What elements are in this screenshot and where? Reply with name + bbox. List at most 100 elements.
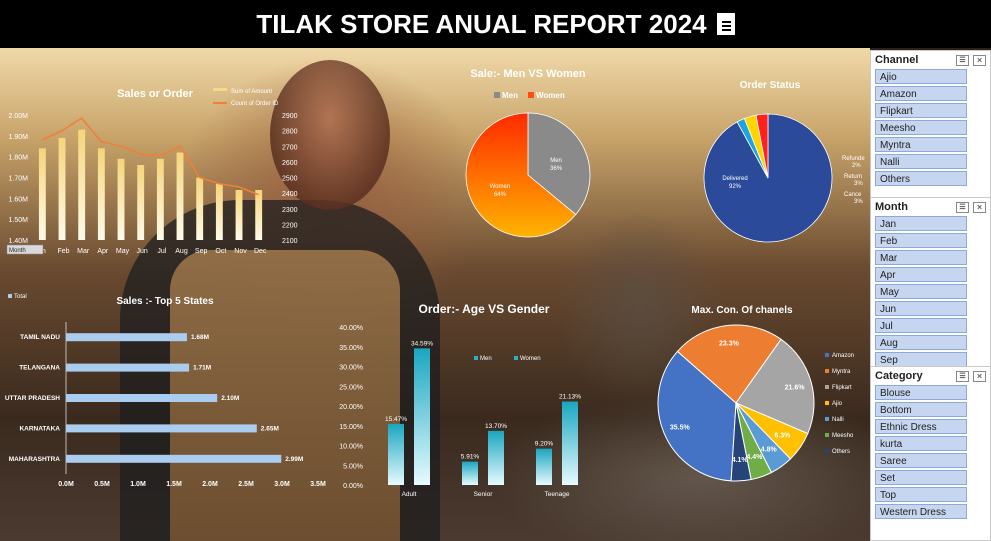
legend-label-men: Men (502, 91, 518, 100)
legend-label-channel: Amazon (832, 353, 854, 359)
y2-tick-label-orders: 2100 (282, 238, 298, 245)
legend-swatch-channel (825, 353, 829, 357)
clear-filter-icon[interactable]: ⨯ (973, 370, 986, 382)
category-slicer-title: Category (875, 370, 923, 382)
slicer-item-blouse[interactable]: Blouse (875, 385, 967, 400)
slicer-item-sep[interactable]: Sep (875, 352, 967, 367)
channel-slice-myntra (676, 324, 782, 404)
y-tick-label-percent: 35.00% (339, 345, 363, 352)
x-tick-label-month: Mar (77, 248, 90, 255)
channel-slicer-title: Channel (875, 54, 919, 66)
slicer-item-jul[interactable]: Jul (875, 318, 967, 333)
slicer-item-mar[interactable]: Mar (875, 250, 967, 265)
legend-swatch-channel (825, 449, 829, 453)
slicer-item-nalli[interactable]: Nalli (875, 154, 967, 169)
y-tick-label-percent: 30.00% (339, 365, 363, 372)
slicer-item-others[interactable]: Others (875, 171, 967, 186)
bar-sum-of-amount (215, 183, 223, 240)
clear-filter-icon[interactable]: ⨯ (973, 54, 986, 66)
data-label-value: 2% (852, 163, 861, 169)
y2-tick-label-orders: 2500 (282, 176, 298, 183)
slicer-item-ajio[interactable]: Ajio (875, 69, 967, 84)
slicer-item-kurta[interactable]: kurta (875, 436, 967, 451)
x-tick-label-month: May (116, 248, 130, 255)
slicer-item-flipkart[interactable]: Flipkart (875, 103, 967, 118)
bar-sum-of-amount (97, 148, 105, 240)
bar-state-sales (66, 454, 282, 463)
slicer-item-may[interactable]: May (875, 284, 967, 299)
slicer-item-set[interactable]: Set (875, 470, 967, 485)
y-tick-label-state: TELANGANA (19, 365, 60, 372)
x-tick-label-month: Aug (175, 248, 188, 255)
x-tick-label-month: Oct (215, 248, 226, 255)
multi-select-icon[interactable]: ☰ (956, 370, 969, 382)
y2-tick-label-orders: 2800 (282, 129, 298, 136)
x-tick-label-age: Adult (402, 491, 417, 498)
legend-swatch-women (528, 92, 534, 98)
y-tick-label-state: KARNATAKA (19, 425, 60, 432)
slicer-item-feb[interactable]: Feb (875, 233, 967, 248)
x-tick-label-sales: 1.0M (130, 481, 146, 488)
bar-state-sales (66, 363, 190, 372)
x-tick-label-month: Dec (254, 248, 267, 255)
data-label-channel-share: 23.3% (719, 341, 740, 348)
data-label-percent: 21.13% (559, 394, 581, 401)
y-tick-label-percent: 40.00% (339, 325, 363, 332)
legend-swatch-sum-of-amount (213, 88, 227, 91)
legend-label-channel: Meesho (832, 433, 854, 439)
legend-swatch-channel (825, 385, 829, 389)
slicer-item-apr[interactable]: Apr (875, 267, 967, 282)
legend-label-sum-of-amount: Sum of Amount (231, 89, 272, 95)
y-tick-label-percent: 20.00% (339, 404, 363, 411)
men-vs-women-slice-women (465, 112, 577, 238)
category-slicer[interactable]: Category ☰ ⨯ Blouse Bottom Ethnic Dress kur… (870, 366, 991, 541)
legend-swatch-channel (825, 433, 829, 437)
data-label-name: Men (550, 158, 562, 164)
y2-tick-label-orders: 2600 (282, 160, 298, 167)
data-label-channel-share: 4.1% (732, 457, 749, 464)
data-label-state-sales: 1.68M (191, 334, 209, 341)
slicer-item-bottom[interactable]: Bottom (875, 402, 967, 417)
slicer-item-saree[interactable]: Saree (875, 453, 967, 468)
data-label-channel-share: 4.8% (761, 447, 778, 454)
data-label-name: Return (844, 174, 862, 180)
legend-label-channel: Nalli (832, 417, 844, 423)
bar-men (536, 448, 552, 485)
slicer-item-myntra[interactable]: Myntra (875, 137, 967, 152)
slicer-item-top[interactable]: Top (875, 487, 967, 502)
slicer-item-ethnic-dress[interactable]: Ethnic Dress (875, 419, 967, 434)
x-tick-label-month: Jul (157, 248, 166, 255)
clear-filter-icon[interactable]: ⨯ (973, 201, 986, 213)
legend-swatch-channel (825, 369, 829, 373)
y-tick-label-sales: 2.00M (9, 113, 29, 120)
multi-select-icon[interactable]: ☰ (956, 201, 969, 213)
category-slicer-items: Blouse Bottom Ethnic Dress kurta Saree Set Top… (871, 385, 990, 519)
month-slicer[interactable]: Month ☰ ⨯ Jan Feb Mar Apr May Jun Jul Aug Sep (870, 197, 991, 367)
x-tick-label-month: Apr (97, 248, 109, 255)
x-tick-label-sales: 0.0M (58, 481, 74, 488)
slicer-item-aug[interactable]: Aug (875, 335, 967, 350)
multi-select-icon[interactable]: ☰ (956, 54, 969, 66)
slicer-item-jun[interactable]: Jun (875, 301, 967, 316)
chart-title-age-vs-gender: Order:- Age VS Gender (419, 302, 550, 316)
y-tick-label-percent: 10.00% (339, 444, 363, 451)
slicer-item-amazon[interactable]: Amazon (875, 86, 967, 101)
slicer-item-western-dress[interactable]: Western Dress (875, 504, 967, 519)
channel-slicer[interactable]: Channel ☰ ⨯ Ajio Amazon Flipkart Meesho Mynt… (870, 50, 991, 198)
channel-slice-others (730, 402, 752, 482)
report-title-bar: TILAK STORE ANUAL REPORT 2024 (0, 0, 991, 48)
bar-men (388, 423, 404, 485)
x-tick-label-age: Teenage (545, 491, 570, 498)
order-status-slice-cancelled (755, 113, 769, 179)
x-tick-label-month: Sep (195, 248, 208, 255)
x-tick-label-sales: 2.5M (238, 481, 254, 488)
bar-state-sales (66, 424, 257, 433)
legend-swatch-men (494, 92, 500, 98)
y-tick-label-state: MAHARASHTRA (9, 456, 61, 463)
document-icon (716, 13, 735, 35)
slicer-item-meesho[interactable]: Meesho (875, 120, 967, 135)
y2-tick-label-orders: 2200 (282, 222, 298, 229)
slicer-item-jan[interactable]: Jan (875, 216, 967, 231)
y2-tick-label-orders: 2300 (282, 207, 298, 214)
legend-swatch-women (514, 356, 518, 360)
